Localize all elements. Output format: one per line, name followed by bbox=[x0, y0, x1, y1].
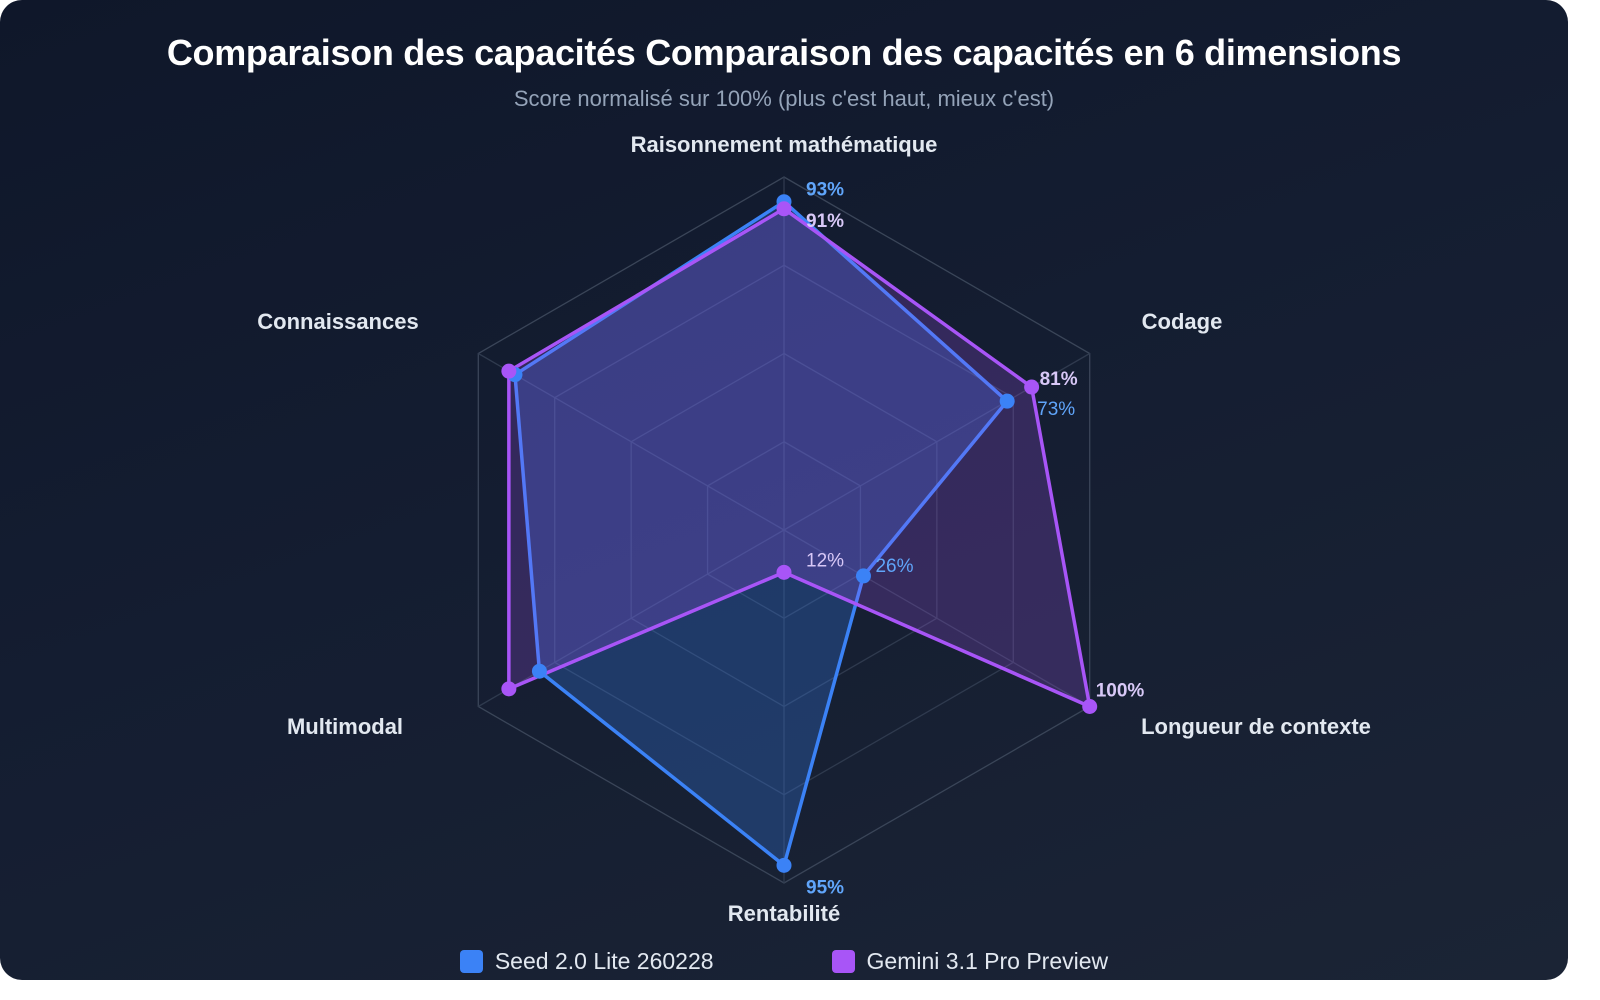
data-point-gemini-3 bbox=[776, 564, 792, 580]
grid-spoke bbox=[477, 529, 785, 708]
grid-spoke bbox=[477, 352, 785, 531]
chart-subtitle: Score normalisé sur 100% (plus c'est hau… bbox=[513, 86, 1055, 111]
legend-swatch-gemini bbox=[831, 950, 855, 973]
chart-card: Comparaison des capacités Comparaison de… bbox=[0, 0, 1568, 980]
value-label-gemini-3: 12% bbox=[806, 550, 844, 571]
grid-spoke bbox=[783, 352, 1091, 531]
axis-label-1: Codage bbox=[1142, 309, 1223, 334]
value-label-gemini-2: 100% bbox=[1096, 681, 1145, 702]
legend-label-seed: Seed 2.0 Lite 260228 bbox=[494, 948, 714, 974]
data-point-gemini-1 bbox=[1024, 379, 1040, 395]
axis-label-3: Rentabilité bbox=[728, 901, 840, 926]
value-label-gemini-0: 91% bbox=[806, 211, 844, 232]
data-point-seed-4 bbox=[531, 663, 547, 679]
data-point-seed-3 bbox=[776, 857, 792, 873]
axis-label-0: Raisonnement mathématique bbox=[631, 132, 938, 157]
data-point-seed-2 bbox=[855, 568, 871, 584]
value-label-seed-1: 73% bbox=[1037, 399, 1075, 420]
data-point-gemini-4 bbox=[501, 681, 517, 697]
axis-label-5: Connaissances bbox=[257, 309, 418, 334]
data-point-gemini-5 bbox=[501, 363, 517, 379]
value-label-seed-3: 95% bbox=[806, 877, 844, 898]
data-point-gemini-2 bbox=[1082, 699, 1098, 714]
grid-spoke bbox=[783, 529, 1091, 708]
radar-chart: 93% 73% 26% 95% 91% 81% 100% 12% Raisonnement ma… bbox=[257, 132, 1371, 926]
data-point-gemini-0 bbox=[776, 201, 792, 217]
axis-label-4: Multimodal bbox=[287, 714, 403, 739]
chart-title: Comparaison des capacités Comparaison de… bbox=[166, 32, 1402, 73]
data-point-seed-1 bbox=[999, 393, 1015, 409]
value-label-gemini-1: 81% bbox=[1040, 369, 1078, 390]
value-label-seed-0: 93% bbox=[806, 180, 844, 201]
legend-item-gemini[interactable]: Gemini 3.1 Pro Preview bbox=[831, 948, 1109, 975]
legend-item-seed[interactable]: Seed 2.0 Lite 260228 bbox=[459, 948, 714, 975]
axis-label-2: Longueur de contexte bbox=[1141, 714, 1371, 739]
value-label-seed-2: 26% bbox=[875, 556, 913, 577]
legend: Seed 2.0 Lite 260228 Gemini 3.1 Pro Prev… bbox=[0, 948, 1568, 975]
legend-swatch-seed bbox=[459, 950, 483, 973]
legend-label-gemini: Gemini 3.1 Pro Preview bbox=[866, 948, 1109, 974]
